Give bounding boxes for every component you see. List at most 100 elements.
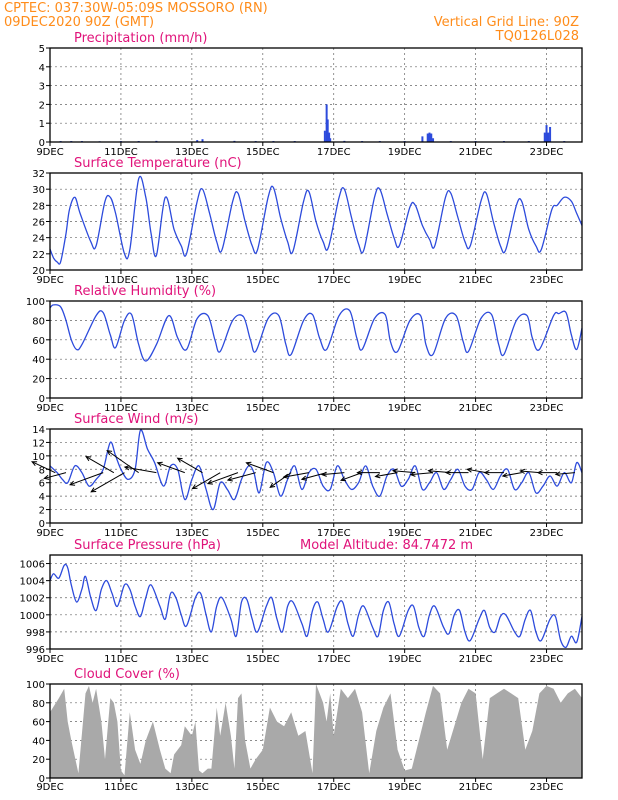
- wind-arrow-shaft: [502, 472, 522, 477]
- y-tick-label: 80: [32, 316, 45, 327]
- y-tick-label: 100: [26, 680, 45, 691]
- wind-arrow: [356, 470, 380, 476]
- panel-title: Surface Temperature (nC): [74, 156, 242, 171]
- wind-arrow-shaft: [227, 472, 256, 481]
- x-tick-label: 13DEC: [175, 403, 209, 414]
- wind-arrow-shaft: [177, 457, 203, 474]
- wind-arrow-head: [176, 457, 183, 463]
- precip-bar: [428, 132, 431, 142]
- wind-arrow: [483, 470, 504, 476]
- pressure-line: [49, 563, 583, 649]
- x-tick-label: 15DEC: [246, 654, 280, 665]
- y-tick-label: 20: [32, 266, 45, 277]
- y-tick-label: 0: [39, 394, 45, 405]
- wind-arrow-shaft: [31, 461, 56, 474]
- y-tick-label: 32: [32, 169, 45, 180]
- wind-arrow: [340, 472, 363, 482]
- wind-arrow-head: [31, 461, 38, 467]
- wind-arrow: [554, 471, 575, 477]
- wind-arrow: [282, 472, 309, 479]
- x-tick-label: 15DEC: [246, 147, 280, 158]
- wind-arrow: [245, 461, 274, 474]
- panel-subtitle: Model Altitude: 84.7472 m: [300, 538, 473, 553]
- wind-arrow-head: [123, 465, 130, 471]
- y-tick-label: 24: [32, 234, 45, 245]
- humidity-panel: 0 20 40 60 80 100 9DEC 11DEC 13DEC 15DEC 17DEC 19DE…: [26, 284, 583, 414]
- panel-title: Surface Wind (m/s): [74, 412, 198, 427]
- y-tick-label: 4: [39, 492, 45, 503]
- y-tick-label: 10: [32, 452, 45, 463]
- y-tick-label: 2: [39, 506, 45, 517]
- x-tick-label: 21DEC: [459, 275, 493, 286]
- precip-bar: [549, 126, 552, 142]
- x-tick-label: 19DEC: [388, 528, 422, 539]
- x-tick-label: 23DEC: [530, 275, 564, 286]
- wind-arrow-shaft: [85, 456, 115, 474]
- panel-frame: [49, 47, 583, 143]
- x-tick-label: 15DEC: [246, 403, 280, 414]
- y-tick-label: 8: [39, 465, 45, 476]
- wind-arrow-shaft: [555, 472, 575, 475]
- x-tick-label: 21DEC: [459, 528, 493, 539]
- x-tick-label: 9DEC: [36, 528, 63, 539]
- y-tick-label: 3: [39, 82, 45, 93]
- precip-bar: [426, 133, 429, 142]
- y-tick-label: 0: [39, 138, 45, 149]
- wind-arrow-shaft: [246, 462, 274, 474]
- wind-arrow-head: [206, 479, 213, 485]
- y-tick-label: 80: [32, 699, 45, 710]
- x-tick-label: 9DEC: [36, 275, 63, 286]
- wind-arrow-head: [282, 473, 289, 479]
- x-tick-label: 11DEC: [104, 528, 138, 539]
- y-tick-label: 2: [39, 100, 45, 111]
- y-tick-label: 60: [32, 336, 45, 347]
- panel-frame: [49, 554, 583, 650]
- y-tick-label: 998: [26, 628, 45, 639]
- y-tick-label: 100: [26, 297, 45, 308]
- x-tick-label: 9DEC: [36, 654, 63, 665]
- wind-arrow-shaft: [410, 472, 434, 476]
- wind-arrow-shaft: [322, 472, 345, 476]
- panel-frame: [49, 300, 583, 399]
- y-tick-label: 1000: [20, 611, 45, 622]
- x-tick-label: 17DEC: [317, 654, 351, 665]
- wind-arrow: [85, 456, 115, 474]
- x-tick-label: 13DEC: [175, 147, 209, 158]
- precip-bar: [325, 104, 328, 142]
- precip-bar: [545, 125, 548, 142]
- y-tick-label: 60: [32, 718, 45, 729]
- wind-arrow-shaft: [520, 470, 540, 474]
- wind-arrow: [31, 461, 56, 474]
- wind-arrow-shaft: [269, 472, 292, 488]
- header-grid-line: Vertical Grid Line: 90Z: [434, 15, 579, 30]
- y-tick-label: 40: [32, 355, 45, 366]
- y-tick-label: 6: [39, 479, 45, 490]
- x-tick-label: 15DEC: [246, 528, 280, 539]
- panel-title: Cloud Cover (%): [74, 667, 180, 682]
- precip-bar: [421, 136, 424, 142]
- x-tick-label: 23DEC: [530, 403, 564, 414]
- wind-arrow-head: [374, 473, 381, 479]
- wind-panel: 0 2 4 6 8 10 12 14 9DEC 11DEC 13DEC 15DEC 17DEC 19DEC…: [31, 412, 583, 539]
- y-tick-label: 1002: [20, 594, 45, 605]
- y-tick-label: 1006: [20, 560, 45, 571]
- wind-arrow: [191, 472, 221, 490]
- x-tick-label: 17DEC: [317, 147, 351, 158]
- precip-bar: [201, 139, 204, 142]
- y-tick-label: 14: [32, 425, 45, 436]
- wind-arrow-head: [409, 471, 416, 477]
- x-tick-label: 13DEC: [175, 782, 209, 793]
- x-tick-label: 15DEC: [246, 275, 280, 286]
- wind-arrow-head: [427, 468, 434, 474]
- x-tick-label: 23DEC: [530, 782, 564, 793]
- x-tick-label: 23DEC: [530, 528, 564, 539]
- wind-arrow: [374, 472, 398, 479]
- wind-arrow-head: [43, 474, 50, 480]
- wind-arrow-shaft: [124, 466, 157, 474]
- wind-line: [49, 429, 583, 511]
- x-tick-label: 11DEC: [104, 275, 138, 286]
- wind-arrow-head: [536, 470, 543, 476]
- panel-frame: [49, 683, 583, 779]
- wind-arrow-head: [483, 470, 490, 476]
